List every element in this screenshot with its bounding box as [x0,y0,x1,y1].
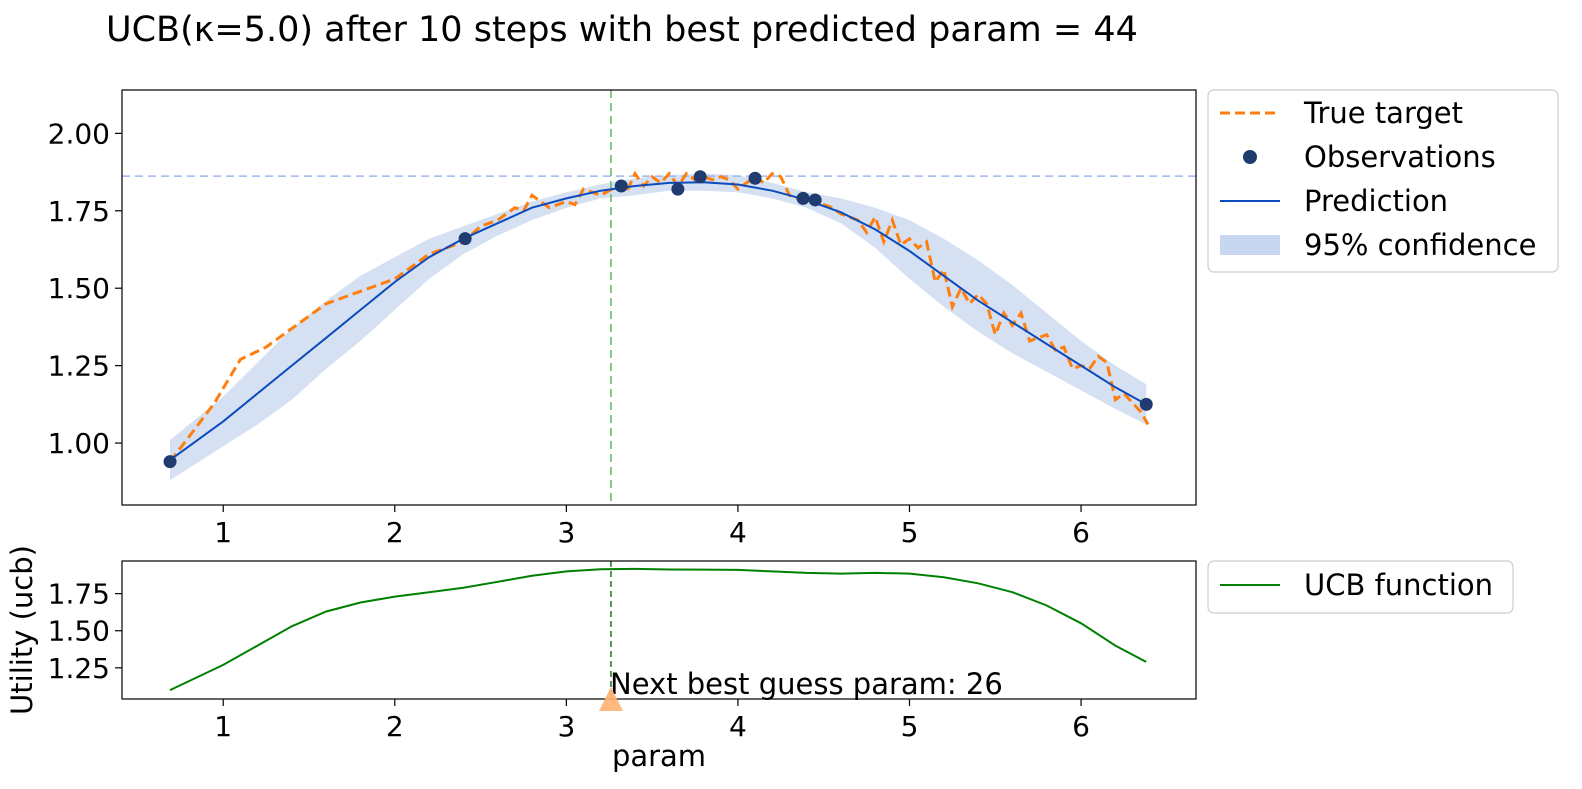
utility-plot-content [169,561,1147,699]
utility-xtick-label: 2 [386,710,404,743]
legend-observations-swatch [1243,150,1257,164]
true-target-line [168,170,1150,463]
observation-point [693,170,707,184]
utility-legend: UCB function [1207,560,1514,614]
chart-title: UCB(κ=5.0) after 10 steps with best pred… [106,10,1138,50]
main-legend: True target Observations Prediction 95% … [1207,89,1559,273]
utility-xtick-label: 3 [557,710,575,743]
main-plot-frame [121,89,1197,506]
observation-point [808,193,822,207]
legend-observations-label: Observations [1304,140,1496,174]
legend-ucb-label: UCB function [1304,568,1493,602]
main-xtick-label: 1 [214,516,232,549]
utility-plot: 1 2 3 4 5 6 1.25 1.50 1.75 Next best guess param… [5,545,1197,773]
utility-plot-ticks: 1 2 3 4 5 6 1.25 1.50 1.75 [48,578,1090,743]
y-axis-label: Utility (ucb) [5,545,39,715]
observation-point [163,455,177,469]
main-legend-frame [1207,89,1559,273]
utility-xtick-label: 1 [214,710,232,743]
ucb-function-line [169,567,1147,692]
utility-ytick-label: 1.50 [48,615,110,648]
confidence-band [170,173,1147,481]
main-plot-content [122,90,1196,505]
observation-point [671,182,685,196]
main-xtick-label: 6 [1072,516,1090,549]
main-ytick-label: 1.00 [48,427,110,460]
legend-confidence-label: 95% confidence [1304,228,1536,262]
observation-point [748,171,762,185]
observation-point [1139,397,1153,411]
utility-xtick-label: 4 [729,710,747,743]
utility-xtick-label: 5 [901,710,919,743]
main-xtick-label: 5 [901,516,919,549]
observation-point [458,232,472,246]
utility-legend-frame [1207,560,1514,614]
next-guess-marker [598,687,623,711]
prediction-line [169,181,1147,461]
next-guess-annotation: Next best guess param: 26 [610,667,1003,701]
main-xtick-label: 4 [729,516,747,549]
legend-confidence-swatch [1220,235,1280,255]
utility-plot-frame [121,560,1197,700]
x-axis-label: param [612,739,706,773]
main-plot: 1 2 3 4 5 6 1.00 1.25 1.50 1.75 2.00 [48,89,1197,549]
main-xtick-label: 2 [386,516,404,549]
main-ytick-label: 1.50 [48,272,110,305]
main-ytick-label: 1.25 [48,350,110,383]
utility-ytick-label: 1.75 [48,578,110,611]
main-ytick-label: 1.75 [48,195,110,228]
legend-prediction-label: Prediction [1304,184,1448,218]
utility-ytick-label: 1.25 [48,652,110,685]
main-plot-ticks: 1 2 3 4 5 6 1.00 1.25 1.50 1.75 2.00 [48,117,1090,549]
main-ytick-label: 2.00 [48,117,110,150]
legend-true-target-label: True target [1303,96,1463,130]
utility-xtick-label: 6 [1072,710,1090,743]
main-xtick-label: 3 [557,516,575,549]
observation-point [796,191,810,205]
observation-point [614,179,628,193]
